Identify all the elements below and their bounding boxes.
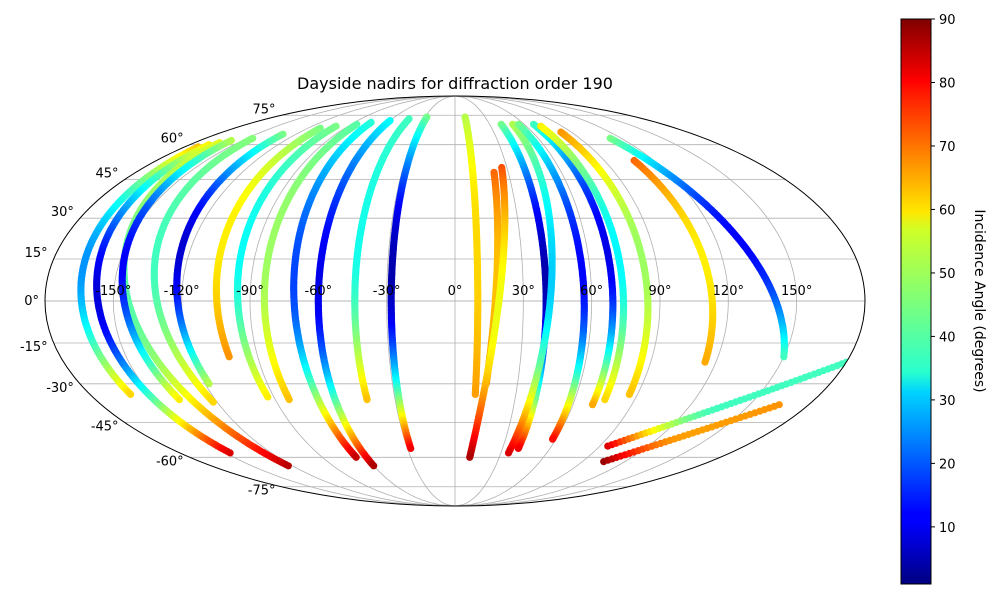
colorbar-gradient <box>900 18 932 585</box>
longitude-tick-label: 0° <box>448 284 463 299</box>
colorbar-tick-label: 70 <box>939 140 956 155</box>
nadir-point <box>588 401 597 409</box>
nadir-point <box>625 390 634 398</box>
grid-meridian <box>249 96 456 506</box>
orbit-track <box>461 113 482 398</box>
nadir-point <box>175 396 183 404</box>
longitude-labels: -150° -120° -90° -60° -30° 0° 30° 60° 90° 120° 150… <box>95 284 812 299</box>
grid-meridian <box>454 96 593 506</box>
longitude-tick-label: -30° <box>373 284 401 299</box>
scatter-tracks <box>77 113 850 470</box>
nadir-point <box>775 401 783 409</box>
orbit-track <box>118 136 235 404</box>
nadir-point <box>504 449 513 457</box>
orbit-track <box>173 130 287 388</box>
colorbar-tick-label: 30 <box>939 394 956 409</box>
nadir-point <box>466 453 474 461</box>
colorbar-tick-label: 20 <box>939 457 956 472</box>
nadir-point <box>549 435 557 443</box>
colorbar-tick-label: 60 <box>939 203 956 218</box>
longitude-tick-label: 30° <box>512 284 535 299</box>
nadir-point <box>363 396 371 404</box>
latitude-tick-label: -75° <box>248 484 276 499</box>
latitude-tick-label: -45° <box>91 419 119 434</box>
latitude-tick-label: 30° <box>51 205 74 220</box>
latitude-tick-label: -60° <box>156 454 184 469</box>
nadir-point <box>352 453 360 461</box>
nadir-point <box>701 358 709 366</box>
nadir-point <box>471 390 479 398</box>
longitude-tick-label: -90° <box>236 284 264 299</box>
orbit-track <box>212 124 324 361</box>
orbit-track <box>93 141 234 457</box>
orbit-track <box>150 134 257 406</box>
latitude-tick-label: 15° <box>25 246 48 261</box>
nadir-point <box>780 353 788 361</box>
latitude-tick-label: -15° <box>20 340 48 355</box>
nadir-point <box>264 393 272 401</box>
orbit-track <box>600 401 783 466</box>
longitude-tick-label: -60° <box>304 284 332 299</box>
latitude-tick-label: -30° <box>46 381 74 396</box>
longitude-tick-label: 60° <box>580 284 603 299</box>
longitude-tick-label: -120° <box>164 284 200 299</box>
orbit-track <box>387 113 431 452</box>
orbit-track <box>233 122 340 401</box>
colorbar-tick-label: 50 <box>939 267 956 282</box>
orbit-track <box>290 118 375 461</box>
nadir-point <box>370 462 378 470</box>
grid-meridian <box>454 96 729 506</box>
chart-title: Dayside nadirs for diffraction order 190 <box>297 74 613 93</box>
longitude-tick-label: -150° <box>95 284 131 299</box>
colorbar-tick-label: 40 <box>939 330 956 345</box>
nadir-point <box>284 462 292 470</box>
nadir-point <box>127 390 135 398</box>
orbit-track <box>77 143 202 398</box>
latitude-tick-label: 45° <box>96 167 119 182</box>
longitude-tick-label: 120° <box>713 284 744 299</box>
nadir-point <box>205 380 213 388</box>
latitude-tick-label: 60° <box>161 132 184 147</box>
nadir-point <box>601 396 609 404</box>
colorbar-tick-label: 80 <box>939 76 956 91</box>
nadir-point <box>226 449 234 457</box>
grid-meridian <box>454 96 524 506</box>
latitude-tick-label: 0° <box>24 294 39 309</box>
longitude-tick-label: 150° <box>781 284 812 299</box>
grid-meridian <box>454 96 661 506</box>
orbit-track <box>260 120 361 404</box>
colorbar-label: Incidence Angle (degrees) <box>971 209 987 392</box>
colorbar-tick-label: 10 <box>939 521 956 536</box>
nadir-point <box>285 396 293 404</box>
latitude-tick-label: 75° <box>252 102 275 117</box>
colorbar: 10 20 30 40 50 60 70 80 90 Incidence Angle (degr… <box>900 13 987 585</box>
nadir-point <box>407 444 415 452</box>
colorbar-tick-label: 90 <box>939 13 956 28</box>
graticule <box>45 96 865 506</box>
nadir-point <box>209 398 217 406</box>
nadir-point <box>225 353 233 361</box>
longitude-tick-label: 90° <box>648 284 671 299</box>
grid-meridian <box>454 96 798 506</box>
